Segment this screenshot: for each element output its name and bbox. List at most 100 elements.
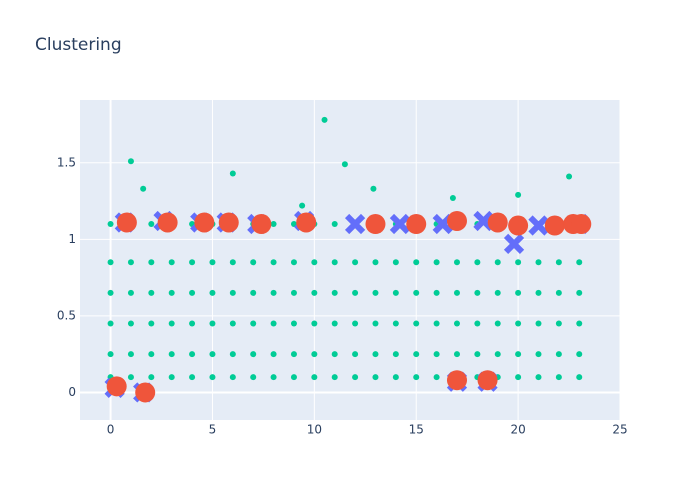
- point: [474, 289, 481, 296]
- point: [372, 351, 379, 358]
- point: [250, 259, 257, 266]
- point: [148, 351, 155, 358]
- y-tick-label: 1.5: [57, 155, 76, 169]
- point: [474, 259, 481, 266]
- point: [352, 320, 359, 327]
- point: [321, 116, 328, 123]
- point: [555, 259, 562, 266]
- point: [576, 320, 583, 327]
- point: [189, 320, 196, 327]
- cluster-center: [508, 215, 529, 236]
- point: [515, 374, 522, 381]
- point: [311, 351, 318, 358]
- point: [392, 259, 399, 266]
- point: [392, 351, 399, 358]
- x-tick-label: 5: [209, 423, 217, 437]
- point: [392, 374, 399, 381]
- point: [311, 320, 318, 327]
- cluster-center: [365, 214, 386, 235]
- point: [250, 374, 257, 381]
- point: [148, 320, 155, 327]
- point: [433, 351, 440, 358]
- point: [515, 289, 522, 296]
- point: [392, 320, 399, 327]
- point: [127, 259, 134, 266]
- point: [352, 351, 359, 358]
- point: [535, 289, 542, 296]
- y-tick-label: 0.5: [57, 308, 76, 322]
- point: [140, 185, 147, 192]
- point: [555, 320, 562, 327]
- point: [290, 320, 297, 327]
- point: [341, 161, 348, 168]
- point: [413, 374, 420, 381]
- point: [229, 351, 236, 358]
- point: [352, 289, 359, 296]
- point: [555, 351, 562, 358]
- point: [453, 320, 460, 327]
- point: [107, 351, 114, 358]
- point: [449, 194, 456, 201]
- point: [290, 289, 297, 296]
- point: [107, 320, 114, 327]
- point: [127, 289, 134, 296]
- point: [311, 259, 318, 266]
- point: [413, 289, 420, 296]
- cluster-x: [344, 213, 366, 235]
- point: [433, 289, 440, 296]
- point: [453, 351, 460, 358]
- cluster-center: [446, 370, 467, 391]
- point: [331, 320, 338, 327]
- point: [555, 289, 562, 296]
- point: [189, 351, 196, 358]
- point: [290, 259, 297, 266]
- cluster-center: [116, 212, 137, 233]
- x-tick-label: 15: [409, 423, 424, 437]
- point: [107, 221, 114, 228]
- point: [352, 374, 359, 381]
- point: [515, 191, 522, 198]
- cluster-x: [389, 213, 411, 235]
- point: [372, 259, 379, 266]
- point: [107, 259, 114, 266]
- point: [372, 320, 379, 327]
- point: [250, 289, 257, 296]
- point: [331, 289, 338, 296]
- point: [270, 221, 277, 228]
- point: [331, 259, 338, 266]
- point: [474, 320, 481, 327]
- cluster-center: [446, 210, 467, 231]
- point: [433, 320, 440, 327]
- cluster-center: [157, 212, 178, 233]
- point: [250, 351, 257, 358]
- point: [290, 351, 297, 358]
- point: [127, 374, 134, 381]
- cluster-center: [477, 370, 498, 391]
- point: [555, 374, 562, 381]
- point: [576, 351, 583, 358]
- cluster-x: [528, 215, 549, 236]
- x-tick-label: 0: [107, 423, 115, 437]
- x-tick-label: 25: [612, 423, 627, 437]
- point: [372, 289, 379, 296]
- point: [392, 289, 399, 296]
- point: [168, 259, 175, 266]
- point: [229, 320, 236, 327]
- point: [515, 259, 522, 266]
- point: [168, 320, 175, 327]
- point: [229, 289, 236, 296]
- point: [576, 259, 583, 266]
- point: [494, 259, 501, 266]
- cluster-center: [544, 215, 565, 236]
- point: [270, 259, 277, 266]
- point: [535, 351, 542, 358]
- cluster-center: [251, 214, 272, 235]
- point: [168, 289, 175, 296]
- x-tick-label: 10: [307, 423, 322, 437]
- point: [229, 170, 236, 177]
- point: [148, 374, 155, 381]
- point: [168, 374, 175, 381]
- point: [576, 374, 583, 381]
